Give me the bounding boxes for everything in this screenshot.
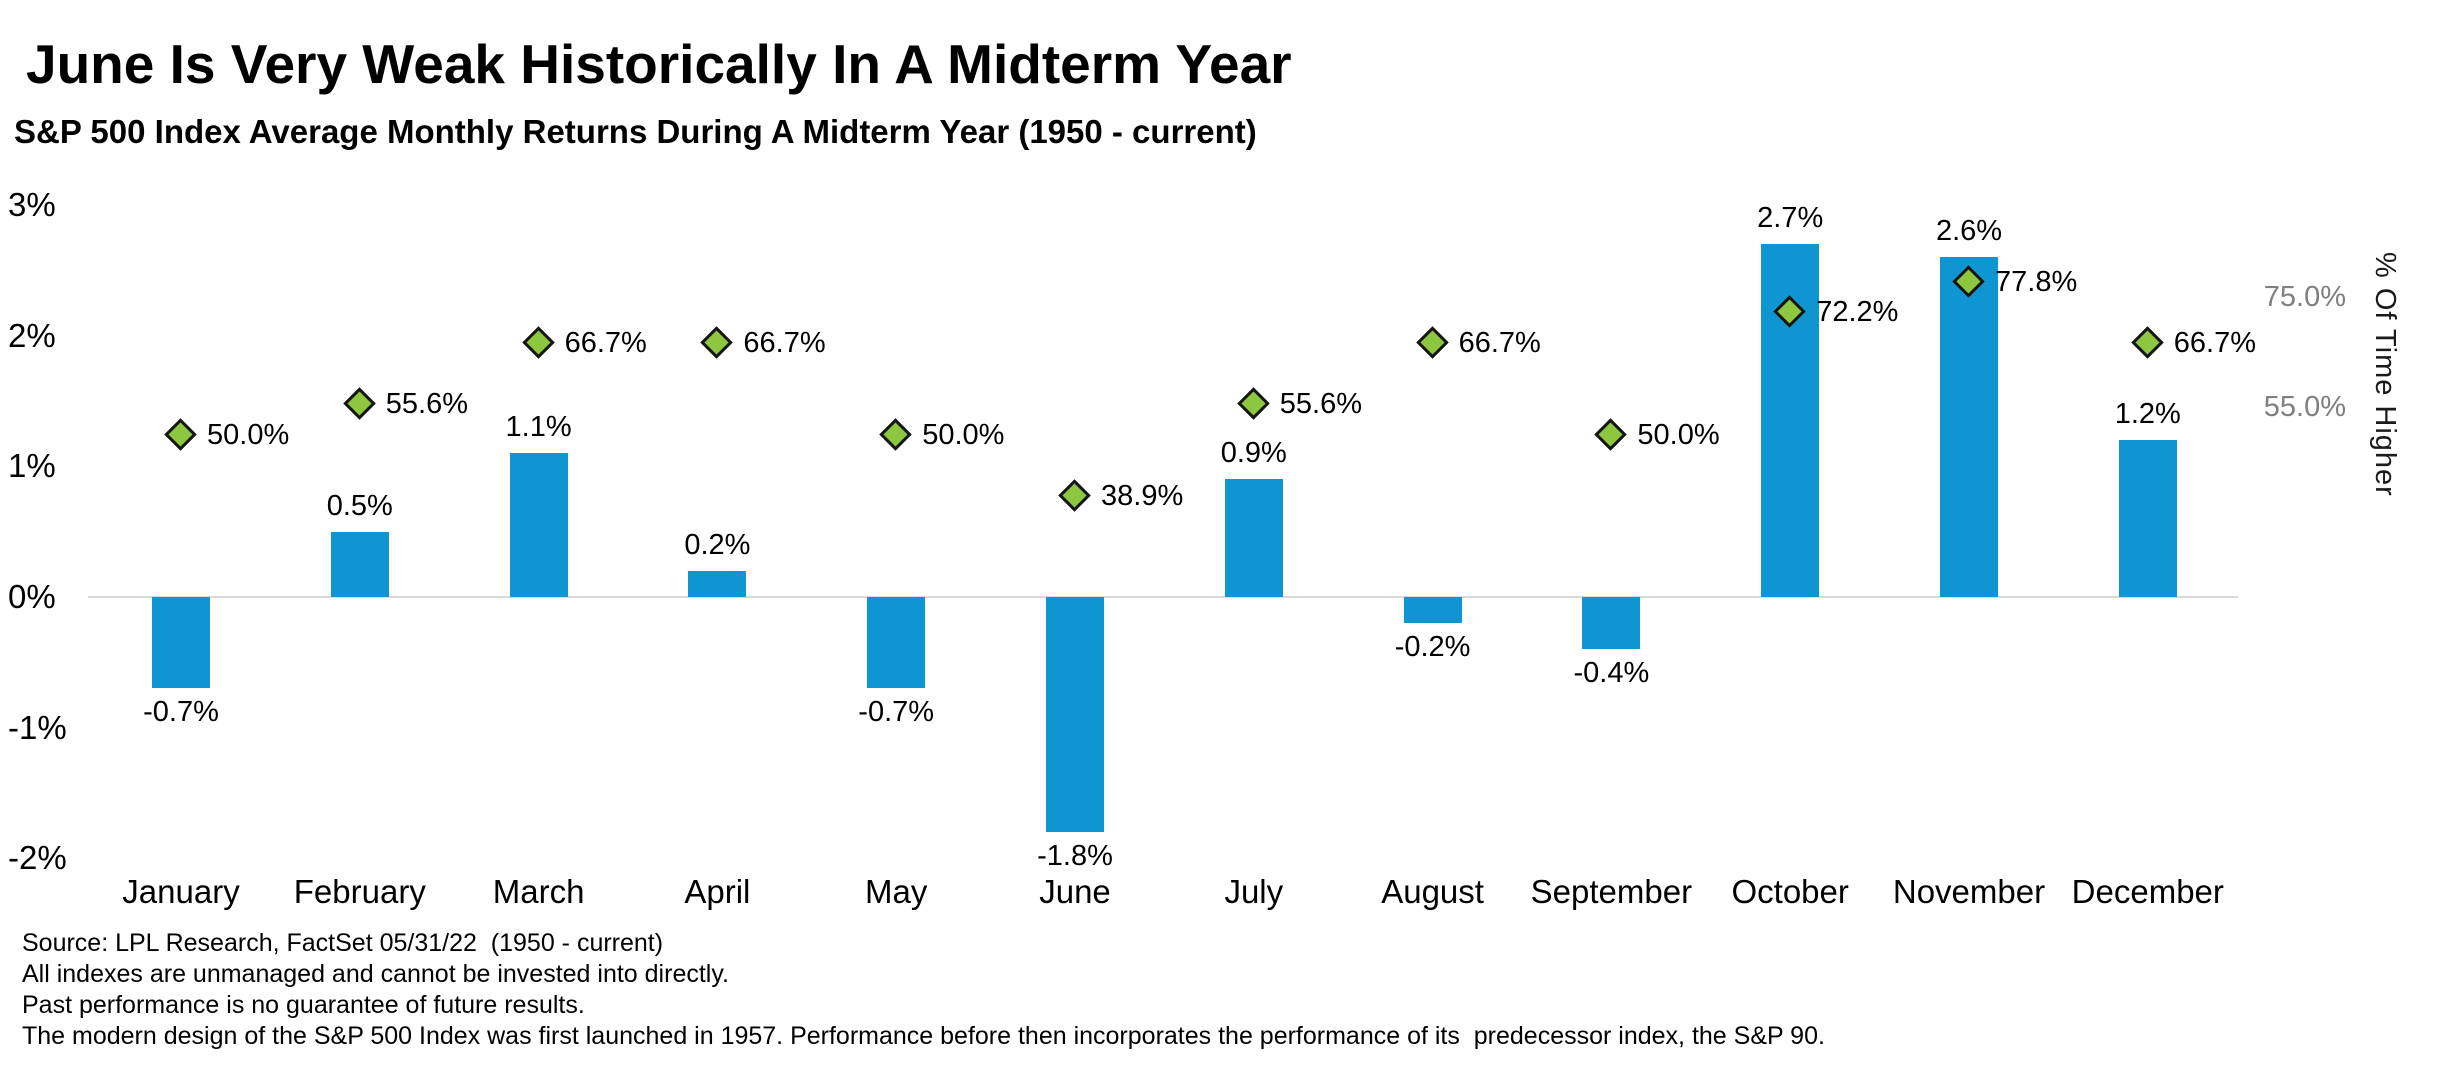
bar-value-label: -0.4%	[1573, 657, 1650, 690]
x-axis-label-october: October	[1731, 873, 1849, 910]
chart-subtitle: S&P 500 Index Average Monthly Returns Du…	[14, 113, 1257, 150]
y-axis-tick: -1%	[8, 708, 67, 746]
bar-march	[509, 453, 568, 597]
bar-value-label: -0.7%	[143, 696, 219, 729]
diamond-value-label: 50.0%	[922, 418, 1005, 451]
chart-footnotes: Source: LPL Research, FactSet 05/31/22 (…	[22, 928, 1825, 1052]
bar-value-label: 1.2%	[2114, 398, 2181, 431]
diamond-marker	[164, 417, 197, 451]
footnote-line: Past performance is no guarantee of futu…	[22, 991, 585, 1019]
x-axis-label-july: July	[1224, 873, 1284, 910]
y-axis-tick: 3%	[8, 186, 56, 224]
x-axis-label-may: May	[865, 873, 928, 910]
bar-august	[1403, 597, 1462, 624]
diamond-value-label: 55.6%	[385, 387, 469, 420]
right-axis-tick: 75.0%	[2263, 281, 2346, 313]
bar-value-label: 2.7%	[1757, 202, 1824, 235]
diamond-value-label: 66.7%	[1458, 326, 1541, 359]
diamond-marker	[1237, 386, 1270, 420]
diamond-value-label: 38.9%	[1101, 479, 1184, 512]
y-axis-tick: -2%	[8, 839, 67, 877]
footnote-line: Source: LPL Research, FactSet 05/31/22 (…	[22, 929, 664, 957]
diamond-marker	[343, 386, 376, 420]
bar-value-label: 1.1%	[505, 411, 572, 444]
diamond-marker	[2131, 325, 2164, 359]
bar-november	[1940, 257, 1998, 597]
diamond-marker	[879, 417, 912, 451]
bar-september	[1582, 597, 1641, 650]
bar-december	[2118, 440, 2177, 597]
right-axis-title: % Of Time Higher	[2369, 252, 2401, 497]
bar-value-label: 0.2%	[684, 528, 751, 561]
bar-june	[1046, 597, 1104, 833]
y-axis-tick: 1%	[8, 447, 56, 485]
zero-axis-line	[88, 596, 2238, 598]
x-axis-label-december: December	[2071, 873, 2224, 910]
footnote-line: All indexes are unmanaged and cannot be …	[22, 960, 729, 988]
bar-value-label: 2.6%	[1935, 215, 2003, 248]
diamond-marker	[1415, 325, 1449, 359]
bar-value-label: -0.7%	[858, 696, 935, 729]
bar-july	[1224, 479, 1283, 597]
diamond-value-label: 66.7%	[2173, 326, 2257, 359]
diamond-value-label: 50.0%	[1637, 418, 1720, 451]
x-axis-label-november: November	[1892, 873, 2046, 910]
x-axis-label-february: February	[293, 873, 426, 910]
diamond-value-label: 55.6%	[1279, 387, 1363, 420]
bar-february	[330, 531, 389, 597]
x-axis-label-september: September	[1530, 873, 1693, 910]
x-axis-label-april: April	[684, 873, 751, 910]
x-axis-label-march: March	[492, 873, 585, 910]
diamond-value-label: 66.7%	[564, 326, 647, 359]
diamond-value-label: 50.0%	[207, 418, 290, 451]
diamond-marker	[521, 325, 555, 359]
bar-january	[152, 597, 210, 689]
bar-value-label: -0.2%	[1394, 631, 1471, 664]
bar-may	[867, 597, 926, 689]
diamond-marker	[700, 325, 734, 359]
right-axis-tick: 55.0%	[2263, 391, 2346, 423]
chart-title: June Is Very Weak Historically In A Midt…	[26, 33, 1292, 95]
bar-value-label: 0.9%	[1220, 437, 1287, 470]
diamond-marker	[1594, 417, 1628, 451]
x-axis-label-january: January	[122, 873, 240, 910]
bar-april	[688, 570, 747, 597]
y-axis-tick: 2%	[8, 316, 56, 354]
diamond-value-label: 66.7%	[743, 326, 826, 359]
bar-value-label: 0.5%	[326, 489, 393, 522]
footnote-line: The modern design of the S&P 500 Index w…	[22, 1022, 1825, 1050]
diamond-value-label: 72.2%	[1816, 296, 1899, 329]
x-axis-label-august: August	[1381, 873, 1484, 910]
y-axis-tick: 0%	[8, 578, 56, 615]
diamond-value-label: 77.8%	[1995, 265, 2078, 298]
x-axis-label-june: June	[1039, 873, 1111, 910]
bar-value-label: -1.8%	[1037, 840, 1113, 873]
diamond-marker	[1058, 478, 1091, 512]
